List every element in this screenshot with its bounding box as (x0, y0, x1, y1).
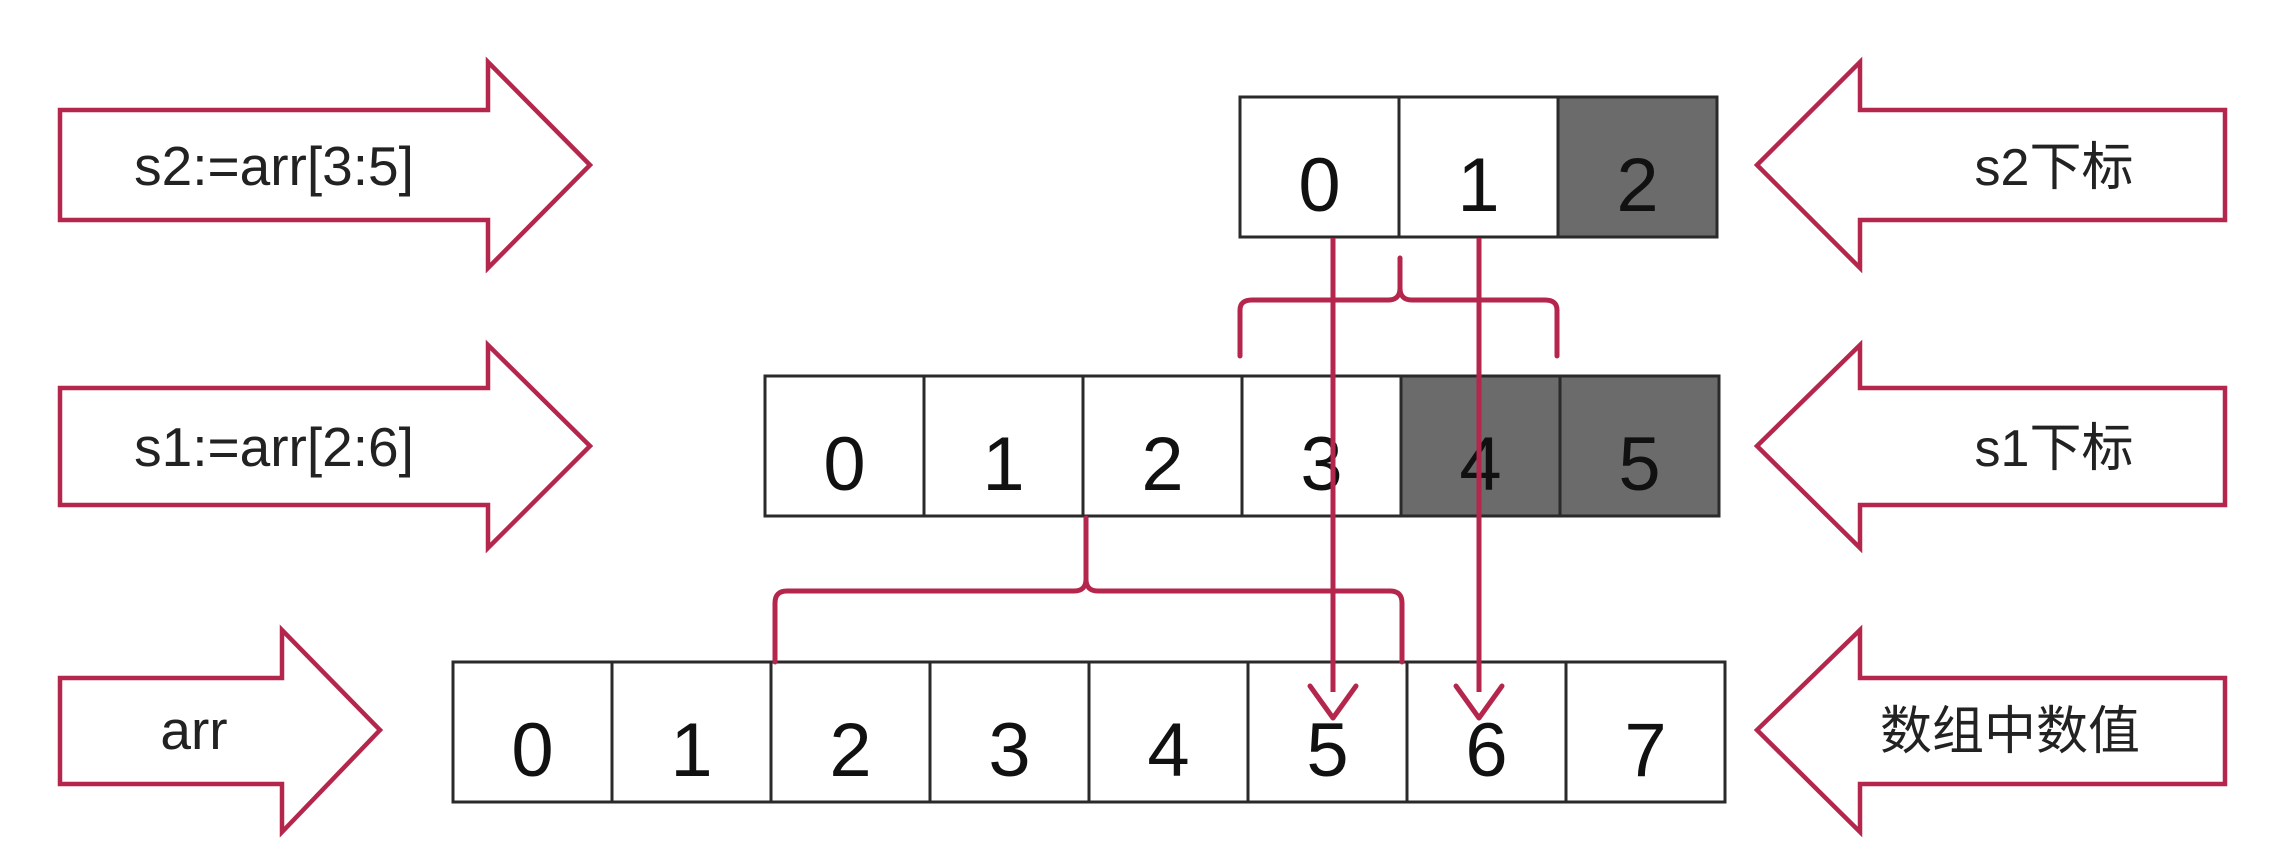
s2-cell-2 (1556, 95, 1719, 239)
connector-s2-1-to-arr-6 (1453, 238, 1505, 721)
arr-cell-1-label: 1 (670, 708, 712, 793)
s2-cell-1 (1397, 95, 1560, 239)
s1-cell-2-label: 2 (1141, 422, 1183, 507)
arr-cell-0-label: 0 (511, 708, 553, 793)
right-arrow-s2: s2下标 (1753, 56, 2228, 274)
s2-cell-1-label: 1 (1457, 143, 1499, 228)
arr-cell-6-label: 6 (1465, 708, 1507, 793)
s1-cell-3 (1240, 374, 1403, 518)
s2-cell-2-label: 2 (1616, 143, 1658, 228)
s1-cell-1 (922, 374, 1085, 518)
arr-cell-5 (1246, 660, 1409, 804)
arr-cell-7-label: 7 (1624, 708, 1666, 793)
arr-cell-3-label: 3 (988, 708, 1030, 793)
right-arrow-s2-label: s2下标 (1975, 139, 2134, 197)
arr-cell-5-label: 5 (1306, 708, 1348, 793)
right-arrow-s1-label: s1下标 (1975, 420, 2134, 478)
arr-cell-row: 0 1 2 3 4 5 6 7 (451, 660, 1727, 804)
arr-cell-3 (928, 660, 1091, 804)
left-arrow-s1: s1:=arr[2:6] (57, 339, 594, 554)
arr-cell-2 (769, 660, 932, 804)
right-arrow-values-label: 数组中数值 (1880, 703, 2140, 761)
connector-s2-0-to-arr-5 (1307, 238, 1359, 721)
brace-s1-range (772, 515, 1405, 665)
arr-cell-0 (451, 660, 614, 804)
s1-cell-1-label: 1 (982, 422, 1024, 507)
left-arrow-s1-label: s1:=arr[2:6] (134, 416, 414, 478)
right-arrow-s1: s1下标 (1753, 339, 2228, 554)
s1-cell-5 (1558, 374, 1721, 518)
arr-cell-6 (1405, 660, 1568, 804)
arr-cell-4-label: 4 (1147, 708, 1189, 793)
arr-cell-7 (1564, 660, 1727, 804)
s2-cell-0-label: 0 (1298, 143, 1340, 228)
s2-cell-0 (1238, 95, 1401, 239)
left-arrow-s2: s2:=arr[3:5] (57, 56, 594, 274)
s1-cell-0-label: 0 (823, 422, 865, 507)
arr-cell-2-label: 2 (829, 708, 871, 793)
left-arrow-arr-label: arr (160, 699, 227, 761)
s1-cell-3-label: 3 (1300, 422, 1342, 507)
brace-s2-range (1237, 255, 1560, 359)
right-arrow-values: 数组中数值 (1753, 624, 2228, 838)
s1-cell-2 (1081, 374, 1244, 518)
s2-cell-row: 0 1 2 (1238, 95, 1719, 239)
arr-cell-4 (1087, 660, 1250, 804)
s1-cell-5-label: 5 (1618, 422, 1660, 507)
left-arrow-s2-label: s2:=arr[3:5] (134, 135, 414, 197)
left-arrow-arr: arr (57, 624, 384, 838)
arr-cell-1 (610, 660, 773, 804)
